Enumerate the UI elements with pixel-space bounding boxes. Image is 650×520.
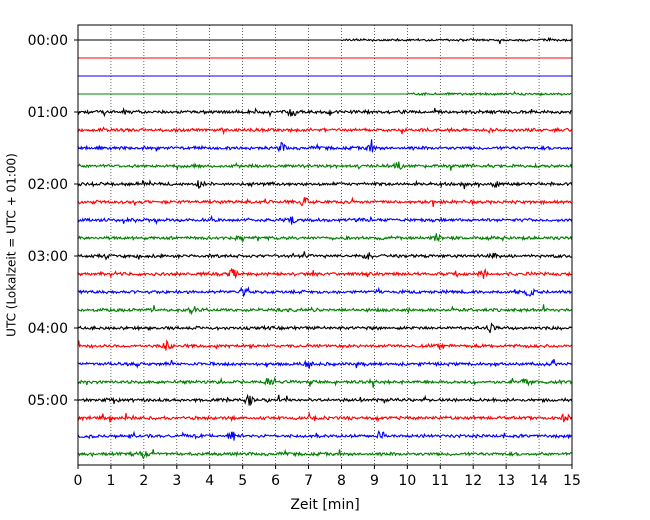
y-tick-label: 01:00 <box>28 105 68 121</box>
x-axis-label: Zeit [min] <box>290 497 359 513</box>
x-tick-label: 9 <box>370 473 379 489</box>
trace-0215 <box>77 196 572 208</box>
trace-0500 <box>77 393 573 407</box>
trace-waveform <box>77 179 573 190</box>
x-tick-label: 7 <box>304 473 313 489</box>
trace-0345 <box>77 304 572 316</box>
x-tick-label: 11 <box>431 473 449 489</box>
trace-0430 <box>77 358 572 369</box>
y-tick-label: 05:00 <box>28 393 68 409</box>
trace-waveform <box>406 90 572 97</box>
trace-waveform <box>77 267 572 280</box>
trace-waveform <box>77 411 573 423</box>
trace-waveform <box>77 429 573 441</box>
trace-0315 <box>77 267 572 280</box>
trace-0545 <box>77 448 572 460</box>
x-tick-label: 2 <box>139 473 148 489</box>
x-tick-label: 13 <box>497 473 515 489</box>
trace-0200 <box>77 179 573 190</box>
y-tick-label: 03:00 <box>28 249 68 265</box>
trace-0115 <box>77 126 572 136</box>
trace-0245 <box>77 233 573 244</box>
x-tick-label: 0 <box>74 473 83 489</box>
x-tick-label: 12 <box>464 473 482 489</box>
trace-waveform <box>77 376 573 388</box>
grid-lines <box>110 25 540 465</box>
y-axis-label: UTC (Lokalzeit = UTC + 01:00) <box>5 153 19 337</box>
x-tick-label: 1 <box>106 473 115 489</box>
y-axis: 00:00 01:00 02:00 03:00 04:00 05:00 <box>28 33 78 409</box>
trace-0330 <box>77 285 572 298</box>
trace-waveform <box>77 214 573 226</box>
x-tick-label: 15 <box>563 473 581 489</box>
trace-waveform <box>77 304 572 316</box>
trace-waveform <box>77 448 572 460</box>
y-tick-label: 00:00 <box>28 33 68 49</box>
trace-waveform <box>77 285 572 298</box>
trace-0415 <box>77 338 573 351</box>
y-tick-label: 04:00 <box>28 321 68 337</box>
trace-waveform <box>77 161 573 172</box>
trace-waveform <box>340 36 572 45</box>
trace-0145 <box>77 161 573 172</box>
trace-0300 <box>77 251 572 261</box>
x-tick-label: 14 <box>530 473 548 489</box>
trace-0400 <box>77 322 572 334</box>
trace-waveform <box>77 358 572 369</box>
trace-waveform <box>77 139 573 153</box>
trace-0445 <box>77 376 573 388</box>
trace-0130 <box>77 139 573 153</box>
trace-0000 <box>78 36 572 45</box>
trace-0045 <box>78 90 572 97</box>
trace-0530 <box>77 429 573 441</box>
x-tick-label: 4 <box>205 473 214 489</box>
trace-0515 <box>77 411 573 423</box>
trace-waveform <box>77 196 572 208</box>
trace-waveform <box>77 393 573 407</box>
x-tick-label: 10 <box>398 473 416 489</box>
plot-frame <box>77 24 573 466</box>
x-tick-label: 8 <box>337 473 346 489</box>
x-tick-label: 5 <box>238 473 247 489</box>
trace-waveform <box>77 107 572 118</box>
trace-0230 <box>77 214 573 226</box>
x-tick-label: 3 <box>172 473 181 489</box>
trace-waveform <box>77 322 572 334</box>
x-tick-label: 6 <box>271 473 280 489</box>
x-axis: 0 1 2 3 4 5 6 7 8 9 10 11 12 13 14 15 <box>74 465 581 489</box>
trace-group <box>77 36 573 460</box>
trace-waveform <box>77 338 573 351</box>
trace-waveform <box>77 233 573 244</box>
trace-waveform <box>77 126 572 136</box>
y-tick-label: 02:00 <box>28 177 68 193</box>
trace-0100 <box>77 107 572 118</box>
trace-waveform <box>77 251 572 261</box>
